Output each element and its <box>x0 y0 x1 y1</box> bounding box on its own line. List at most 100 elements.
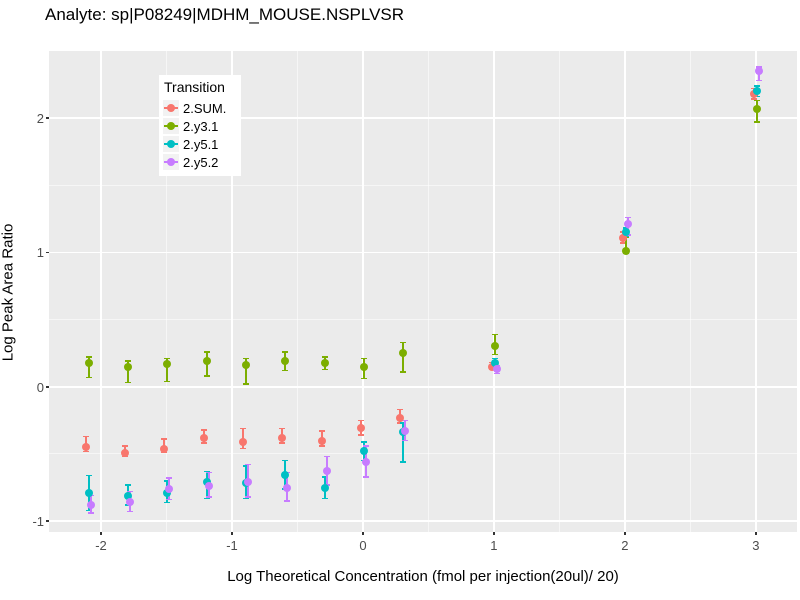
data-point <box>81 443 90 452</box>
data-point <box>752 87 761 96</box>
error-bar-cap <box>397 408 404 411</box>
error-bar-cap <box>362 445 369 447</box>
data-point <box>278 433 287 442</box>
error-bar-cap <box>245 496 252 498</box>
data-point <box>199 433 208 442</box>
gridline-major-vertical <box>100 51 102 532</box>
data-point <box>401 427 410 436</box>
legend: Transition 2.SUM. 2.y3.1 2.y5.1 2.y5.2 <box>159 75 241 176</box>
legend-title: Transition <box>164 79 225 95</box>
error-bar-cap <box>491 333 498 336</box>
legend-key-dot <box>167 104 175 112</box>
gridline-minor-horizontal <box>49 453 797 455</box>
gridline-minor-vertical <box>296 51 298 532</box>
data-point <box>165 484 174 493</box>
chart-title: Analyte: sp|P08249|MDHM_MOUSE.NSPLVSR <box>45 5 405 24</box>
error-bar-cap <box>624 216 631 219</box>
error-bar-cap <box>205 496 212 498</box>
data-point <box>124 362 133 371</box>
error-bar-cap <box>164 501 171 504</box>
data-point <box>621 228 630 237</box>
error-bar-cap <box>755 66 762 68</box>
y-axis-title: Log Peak Area Ratio <box>0 223 17 362</box>
error-bar-cap <box>85 474 92 477</box>
error-bar-cap <box>400 422 407 424</box>
error-bar-cap <box>125 360 132 362</box>
y-axis-tick-label: 0 <box>36 379 44 395</box>
legend-key-pointrange-icon <box>163 136 179 152</box>
error-bar-cap <box>87 512 94 514</box>
error-bar-cap <box>85 356 92 358</box>
data-point <box>84 358 93 367</box>
legend-key-dot <box>167 122 175 130</box>
x-axis-tick-label: -1 <box>226 538 238 553</box>
error-bar-cap <box>166 477 173 479</box>
legend-key-pointrange-icon <box>163 100 179 116</box>
error-bar <box>245 358 248 385</box>
data-point <box>124 491 133 500</box>
error-bar-cap <box>400 461 407 463</box>
data-point <box>317 436 326 445</box>
data-point <box>361 457 370 466</box>
error-bar-cap <box>127 510 134 513</box>
y-axis-tick-label: 1 <box>36 245 44 261</box>
error-bar-cap <box>360 377 367 380</box>
x-axis-tick <box>362 532 364 535</box>
data-point <box>281 357 290 366</box>
error-bar-cap <box>493 372 500 375</box>
x-axis-tick-label: 3 <box>752 538 760 553</box>
gridline-minor-vertical <box>558 51 560 532</box>
error-bar-cap <box>125 484 132 486</box>
error-bar-cap <box>279 427 286 430</box>
error-bar-cap <box>360 357 367 360</box>
error-bar-cap <box>321 356 328 358</box>
error-bar-cap <box>318 430 325 432</box>
error-bar-cap <box>164 480 171 482</box>
y-axis-tick-label: -1 <box>32 514 44 530</box>
data-point <box>487 362 496 371</box>
error-bar-cap <box>85 509 92 512</box>
error-bar-cap <box>282 351 289 353</box>
legend-item-label: 2.y5.2 <box>183 154 219 170</box>
error-bar-cap <box>753 99 760 102</box>
error-bar-cap <box>491 353 498 356</box>
error-bar-cap <box>400 341 407 344</box>
data-point <box>359 362 368 371</box>
legend-item: 2.y5.1 <box>163 135 241 153</box>
error-bar-cap <box>161 438 168 440</box>
data-point <box>204 482 213 491</box>
error-bar-cap <box>402 419 409 422</box>
gridline-minor-horizontal <box>49 184 797 186</box>
error-bar-cap <box>402 439 409 442</box>
y-axis-tick <box>46 251 49 254</box>
legend-key-pointrange-icon <box>163 154 179 170</box>
error-bar-cap <box>203 351 210 353</box>
error-bar-cap <box>321 497 328 500</box>
error-bar <box>402 342 405 372</box>
error-bar-cap <box>161 451 168 454</box>
legend-key-dot <box>167 158 175 166</box>
error-bar-cap <box>282 459 289 462</box>
error-bar-cap <box>166 498 173 501</box>
data-point <box>359 447 368 456</box>
gridline-major-horizontal <box>49 386 797 388</box>
error-bar-cap <box>323 455 330 458</box>
error-bar-cap <box>282 369 289 372</box>
error-bar-cap <box>750 98 757 100</box>
x-axis-tick-label: 2 <box>621 538 629 553</box>
legend-item-label: 2.y3.1 <box>183 118 219 134</box>
error-bar-cap <box>284 500 291 502</box>
gridline-minor-horizontal <box>49 319 797 321</box>
error-bar-cap <box>753 121 760 123</box>
error-bar-cap <box>243 497 250 500</box>
x-axis-tick <box>231 532 233 535</box>
x-axis-tick <box>100 532 102 535</box>
data-point <box>322 467 331 476</box>
error-bar-cap <box>321 476 328 478</box>
gridline-major-vertical <box>362 51 364 532</box>
data-point <box>752 104 761 113</box>
error-bar-cap <box>243 465 250 467</box>
error-bar-cap <box>240 427 247 430</box>
error-bar <box>402 423 405 462</box>
error-bar-cap <box>125 381 132 384</box>
